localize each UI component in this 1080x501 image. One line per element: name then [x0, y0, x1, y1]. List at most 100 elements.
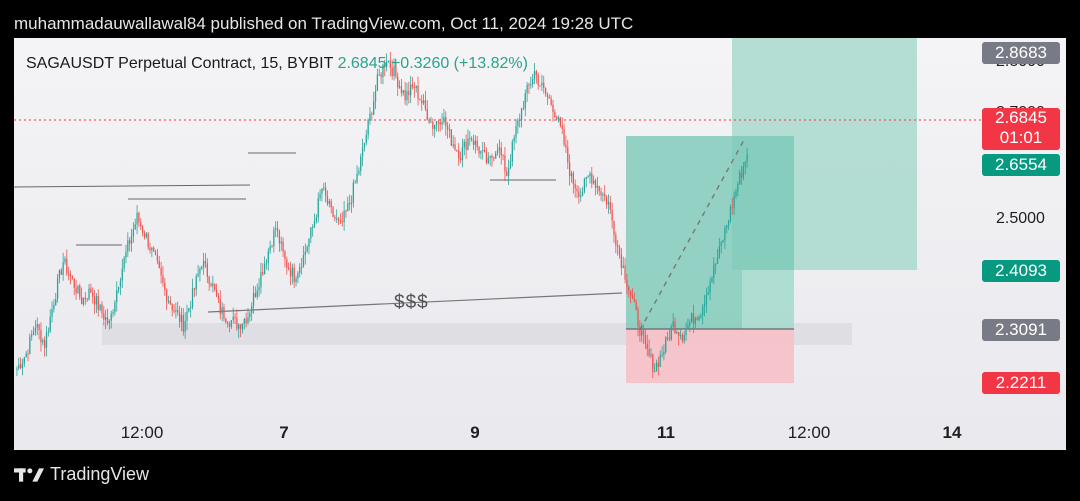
candle-body [522, 108, 525, 110]
tradingview-logo-icon [14, 467, 44, 482]
candle-body [64, 258, 66, 263]
candle-body [532, 79, 534, 85]
candle-body [422, 100, 425, 104]
candle-body [66, 258, 68, 274]
candle-body [515, 126, 517, 138]
symbol-name: SAGAUSDT Perpetual Contract, 15, BYBIT [26, 55, 334, 72]
candle-body [84, 297, 86, 299]
candle-body [114, 302, 116, 313]
candle-body [332, 207, 334, 218]
candle-body [504, 155, 506, 172]
candle-body [441, 122, 443, 125]
candle-body [317, 198, 319, 218]
candle-body [654, 371, 656, 373]
candle-body [544, 87, 547, 94]
candle-body [659, 354, 661, 367]
candle-body [506, 171, 508, 177]
candle-body [607, 201, 610, 205]
candle-body [358, 170, 360, 174]
candle-body [201, 266, 203, 269]
candle-body [624, 265, 626, 280]
candle-body [16, 368, 18, 370]
candle-body [458, 150, 460, 159]
candle-body [731, 206, 733, 208]
candle-body [526, 84, 528, 94]
candle-body [256, 290, 258, 297]
candle-body [25, 353, 27, 358]
candle-countdown: 01:01 [999, 128, 1043, 147]
candle-body [141, 226, 144, 233]
candle-body [354, 181, 356, 183]
candle-body [156, 254, 159, 262]
candle-body [631, 295, 634, 299]
candle-body [454, 144, 456, 150]
candle-body [666, 337, 669, 339]
candle-body [62, 262, 64, 275]
candle-body [502, 155, 504, 157]
projection-path [639, 139, 745, 331]
price-tag-current: 2.6845 01:01 [982, 108, 1060, 150]
candle-body [546, 93, 549, 97]
candle-body [275, 228, 277, 230]
last-price: 2.6845 [337, 55, 387, 72]
candle-body [116, 290, 118, 303]
candle-body [408, 90, 410, 96]
candle-body [75, 287, 77, 294]
candle-body [363, 142, 366, 148]
candle-body [204, 261, 207, 264]
candle-body [557, 117, 560, 120]
candle-body [393, 66, 395, 77]
candle-body [461, 147, 464, 161]
candle-body [239, 324, 242, 330]
candle-body [236, 317, 238, 329]
candle-body [99, 304, 101, 310]
candle-body [284, 251, 286, 260]
candle-body [313, 220, 316, 228]
candle-body [258, 287, 260, 291]
candle-body [652, 354, 654, 372]
candle-body [29, 336, 31, 355]
candle-body [51, 309, 53, 317]
candle-body [360, 156, 362, 171]
candle-body [252, 293, 255, 307]
candle-body [193, 288, 196, 290]
price-tag-projection-bottom: 2.4093 [982, 260, 1060, 282]
candle-body [489, 155, 491, 158]
candle-body [483, 149, 486, 152]
candle-body [103, 313, 105, 320]
candle-body [395, 66, 397, 77]
x-tick-1: 7 [279, 423, 289, 442]
candle-body [642, 330, 645, 335]
candle-body [132, 229, 135, 237]
candle-body [367, 119, 369, 135]
candle-body [611, 209, 613, 221]
candles-group [16, 51, 748, 379]
sellside-trendline [207, 292, 623, 313]
candle-body [445, 117, 447, 127]
candle-body [361, 147, 364, 157]
candle-body [125, 251, 127, 258]
candle-body [450, 129, 452, 146]
candle-body [524, 93, 526, 109]
candle-body [641, 330, 643, 336]
candle-body [108, 320, 110, 324]
candle-body [705, 295, 708, 304]
candle-body [559, 117, 562, 126]
candle-body [288, 267, 290, 270]
candle-body [428, 119, 430, 123]
candle-body [432, 121, 434, 130]
candle-body [27, 353, 29, 355]
candle-body [254, 293, 257, 297]
candle-body [356, 173, 358, 182]
candle-body [528, 84, 530, 86]
candle-body [369, 113, 371, 120]
candle-body [478, 146, 480, 154]
candle-body [397, 76, 399, 88]
candle-body [90, 288, 92, 293]
candle-body [689, 322, 691, 326]
candle-body [498, 147, 501, 151]
candle-body [696, 317, 698, 320]
candle-body [648, 349, 650, 356]
candle-body [300, 267, 303, 269]
